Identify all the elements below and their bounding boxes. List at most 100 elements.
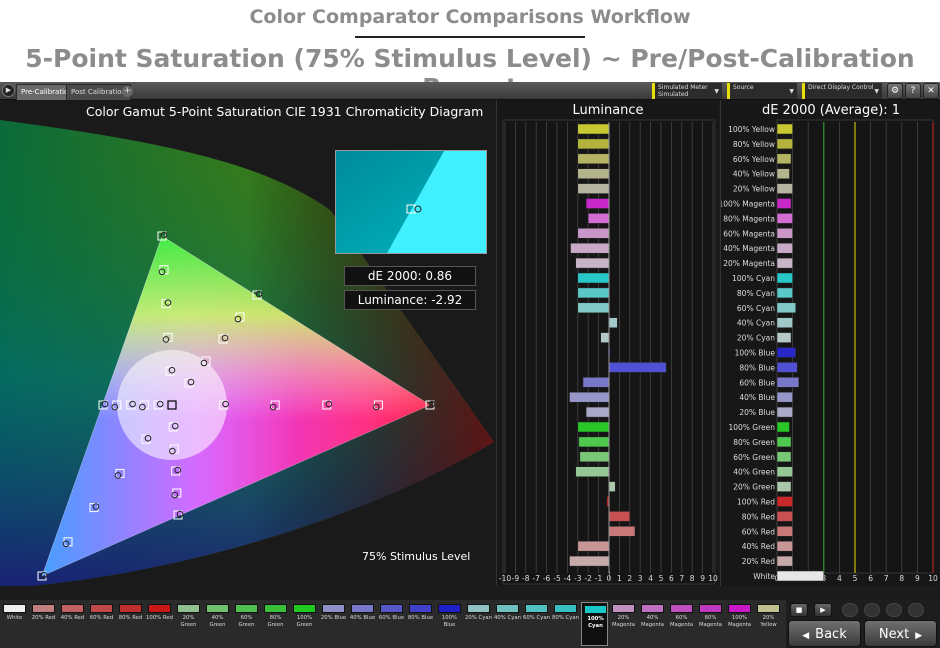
target-marker	[218, 334, 228, 344]
patch-color-chip	[641, 604, 664, 613]
de-bar	[776, 272, 793, 284]
luminance-tick-label: -1	[595, 574, 603, 583]
display-control-select[interactable]: Direct Display Control ▼	[802, 83, 882, 99]
de-bar	[776, 123, 793, 135]
target-marker	[89, 503, 99, 513]
luminance-bar	[577, 183, 610, 194]
patch-swatch[interactable]: 100% Cyan	[581, 602, 608, 646]
patch-swatch[interactable]: 80% Blue	[407, 602, 434, 646]
patch-label: 80% Green	[267, 615, 284, 628]
patch-swatch[interactable]: 80% Green	[262, 602, 289, 646]
measured-point	[200, 359, 208, 367]
de-category-label: 60% Magenta	[723, 229, 775, 238]
patch-swatch[interactable]: 20% Red	[30, 602, 57, 646]
de-category-label: White	[753, 572, 775, 581]
de-bar	[776, 555, 793, 567]
measured-point	[62, 540, 70, 548]
chevron-down-icon: ▼	[789, 88, 794, 95]
luminance-tick-label: 10	[708, 574, 718, 583]
patch-label: 40% Blue	[349, 615, 376, 621]
patch-swatch[interactable]: 40% Magenta	[639, 602, 666, 646]
patch-label: 80% Magenta	[698, 615, 723, 628]
patch-swatch[interactable]: 80% Magenta	[697, 602, 724, 646]
close-icon[interactable]: ✕	[923, 83, 939, 99]
luminance-tick-label: 3	[638, 574, 643, 583]
luminance-bar	[577, 123, 610, 135]
patch-swatch[interactable]: 20% Magenta	[610, 602, 637, 646]
back-button[interactable]: ◀ Back	[788, 620, 861, 647]
patch-label: 60% Green	[238, 615, 255, 628]
patch-swatch[interactable]: 40% Red	[59, 602, 86, 646]
patch-color-chip	[119, 604, 142, 613]
settings-gear-icon[interactable]: ⚙	[887, 83, 903, 99]
patch-swatch[interactable]: 100% Green	[291, 602, 318, 646]
luminance-tick-label: 9	[700, 574, 705, 583]
de-bar	[776, 481, 792, 492]
patch-color-chip	[206, 604, 229, 613]
patch-swatch[interactable]: 20% Yellow	[755, 602, 782, 646]
luminance-bar	[569, 391, 610, 403]
patch-label: 80% Cyan	[552, 615, 579, 621]
measured-point	[171, 491, 179, 499]
option-dot[interactable]	[864, 603, 880, 617]
de-category-label: 80% Red	[742, 512, 776, 521]
option-dot[interactable]	[842, 603, 858, 617]
patch-swatch[interactable]: 100% Blue	[436, 602, 463, 646]
patch-swatch[interactable]: 100% Red	[146, 602, 173, 646]
patch-swatch[interactable]: 60% Cyan	[523, 602, 550, 646]
patch-swatch[interactable]: 60% Blue	[378, 602, 405, 646]
de-bar	[776, 153, 792, 165]
patch-swatch[interactable]: 20% Green	[175, 602, 202, 646]
patch-color-chip	[409, 604, 432, 613]
patch-color-chip	[728, 604, 751, 613]
back-arrow-icon: ◀	[802, 631, 810, 641]
luminance-bar	[577, 168, 610, 179]
option-dot[interactable]	[886, 603, 902, 617]
patch-swatch[interactable]: 80% Cyan	[552, 602, 579, 646]
sidebar-toggle-icon[interactable]: ▶	[2, 84, 15, 97]
meter-select[interactable]: Simulated Meter Simulated ▼	[652, 83, 722, 99]
patch-label: 80% Red	[118, 615, 143, 621]
luminance-bar	[577, 138, 610, 150]
patch-swatch[interactable]: 40% Cyan	[494, 602, 521, 646]
de-category-label: 40% Yellow	[733, 170, 775, 179]
back-button-label: Back	[815, 627, 847, 642]
add-tab-icon[interactable]: +	[122, 86, 133, 97]
patch-swatch[interactable]: 60% Green	[233, 602, 260, 646]
luminance-readout: Luminance: -2.92	[344, 290, 476, 310]
measured-point	[176, 510, 184, 518]
de-bar	[776, 496, 793, 507]
luminance-tick-label: -6	[543, 574, 551, 583]
target-marker	[161, 299, 171, 309]
luminance-tick-label: -5	[553, 574, 561, 583]
help-icon[interactable]: ?	[905, 83, 921, 99]
gamut-title: Color Gamut 5-Point Saturation CIE 1931 …	[86, 104, 484, 119]
de-category-label: 60% Blue	[739, 378, 775, 387]
patch-color-chip	[612, 604, 635, 613]
luminance-tick-label: -4	[564, 574, 572, 583]
option-dot[interactable]	[908, 603, 924, 617]
patch-swatch[interactable]: 60% Magenta	[668, 602, 695, 646]
de-category-label: 20% Magenta	[723, 259, 775, 268]
patch-swatch[interactable]: 20% Blue	[320, 602, 347, 646]
patch-swatch[interactable]: 100% Magenta	[726, 602, 753, 646]
luminance-bar	[575, 257, 610, 269]
patch-swatch[interactable]: 80% Red	[117, 602, 144, 646]
luminance-tick-label: -2	[584, 574, 592, 583]
source-select[interactable]: Source ▼	[727, 83, 797, 99]
zoom-inset	[335, 150, 487, 254]
patch-swatch[interactable]: 20% Cyan	[465, 602, 492, 646]
patch-label: 40% Green	[209, 615, 226, 628]
stop-icon[interactable]: ■	[790, 603, 808, 617]
patch-color-chip	[467, 604, 490, 613]
patch-swatch[interactable]: 60% Red	[88, 602, 115, 646]
measured-point	[111, 403, 119, 411]
patch-swatch[interactable]: 40% Green	[204, 602, 231, 646]
patch-swatch[interactable]: 40% Blue	[349, 602, 376, 646]
next-button[interactable]: Next ▶	[864, 620, 937, 647]
display-control-label: Direct Display Control	[808, 84, 874, 91]
patch-swatch[interactable]: White	[1, 602, 28, 646]
play-icon[interactable]: ▶	[814, 603, 832, 617]
